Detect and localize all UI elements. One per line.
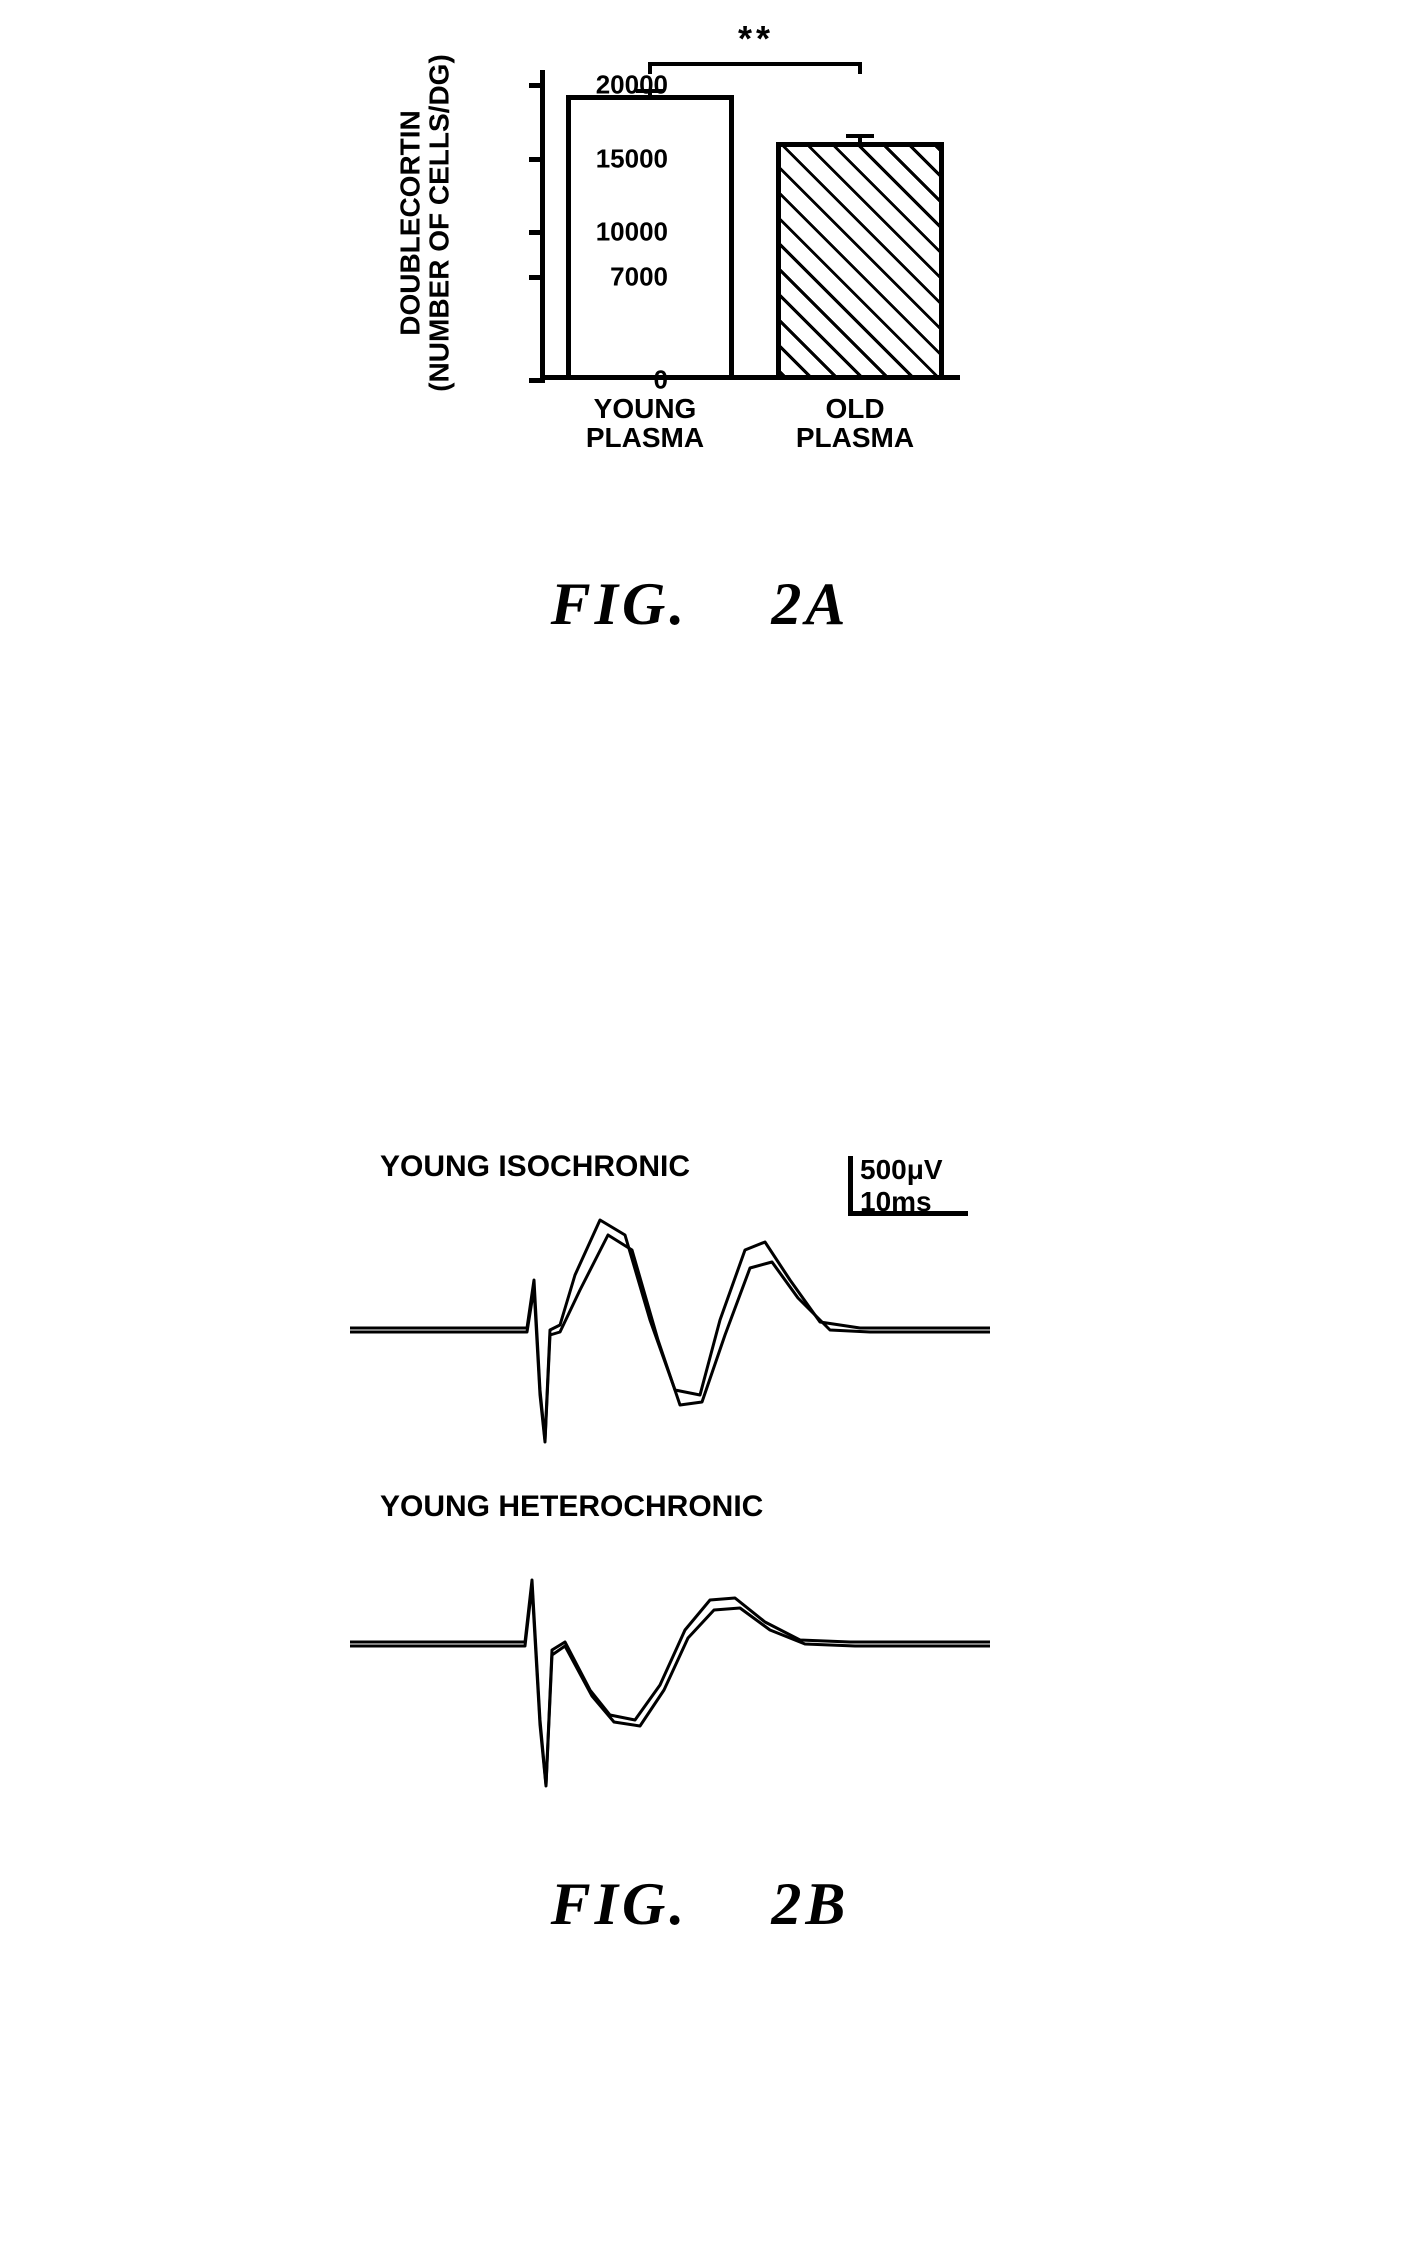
y-axis-label: DOUBLECORTIN (NUMBER OF CELLS/DG) [396, 23, 455, 423]
bar [776, 142, 944, 375]
y-axis-label-line1: DOUBLECORTIN [395, 110, 426, 336]
panel-title-isochronic: YOUNG ISOCHRONIC [380, 1150, 690, 1184]
trace-svg-heterochronic [350, 1520, 990, 1820]
figure-2a: ** DOUBLECORTIN (NUMBER OF CELLS/DG) YOU… [350, 60, 1050, 680]
y-tick-label: 10000 [596, 217, 668, 248]
x-category-label: YOUNGPLASMA [560, 394, 730, 453]
figure-2a-caption: FIG. 2A [350, 570, 1050, 639]
y-axis-label-line2: (NUMBER OF CELLS/DG) [424, 54, 455, 392]
x-category-label: OLDPLASMA [770, 394, 940, 453]
y-tick-label: 15000 [596, 143, 668, 174]
y-tick-label: 7000 [610, 261, 668, 292]
y-tick [529, 83, 545, 88]
y-tick-label: 20000 [596, 69, 668, 100]
trace-svg-isochronic [350, 1180, 990, 1480]
significance-stars: ** [738, 18, 774, 60]
y-tick-label: 0 [654, 365, 668, 396]
figure-2b: YOUNG ISOCHRONIC 500μV 10ms YOUNG HETERO… [350, 1150, 1050, 2100]
trace-panel-isochronic: YOUNG ISOCHRONIC 500μV 10ms [350, 1150, 990, 1470]
trace-2 [350, 1586, 990, 1786]
panel-title-heterochronic: YOUNG HETEROCHRONIC [380, 1490, 763, 1524]
trace-2 [350, 1235, 990, 1442]
y-tick [529, 157, 545, 162]
trace-panel-heterochronic: YOUNG HETEROCHRONIC [350, 1490, 990, 1810]
trace-1 [350, 1220, 990, 1440]
y-tick [529, 275, 545, 280]
y-tick [529, 230, 545, 235]
trace-1 [350, 1580, 990, 1785]
y-tick [529, 378, 545, 383]
bar-chart: ** DOUBLECORTIN (NUMBER OF CELLS/DG) YOU… [470, 60, 1030, 430]
error-bar-cap [846, 134, 874, 138]
figure-2b-caption: FIG. 2B [350, 1870, 1050, 1939]
